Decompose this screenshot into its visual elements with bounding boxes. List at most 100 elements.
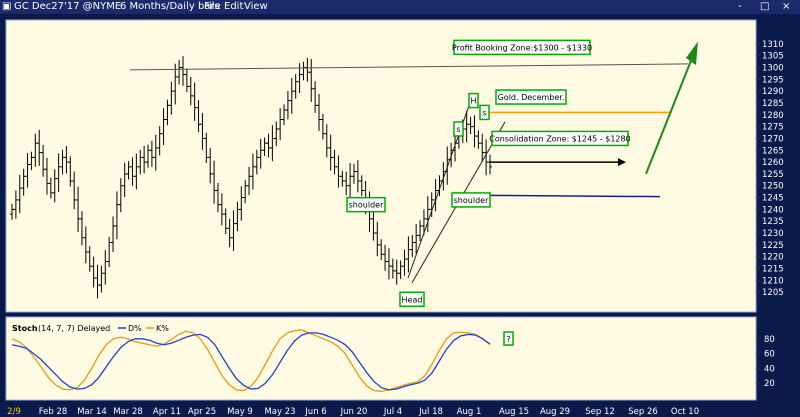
ohlc-bar [309, 58, 314, 103]
stoch-label: Stoch [12, 324, 38, 333]
ohlc-bar [72, 171, 77, 210]
stoch-legend-k: K% [156, 324, 169, 333]
ohlc-bar [192, 82, 197, 121]
ohlc-bar [371, 211, 376, 241]
ohlc-bar [383, 244, 388, 271]
ohlc-bar [111, 216, 116, 252]
price-y-tick-label: 1265 [762, 146, 784, 156]
stoch-panel [5, 316, 757, 401]
close-button[interactable]: × [782, 1, 791, 12]
ohlc-bar [60, 149, 65, 175]
consolidation-label-box [491, 130, 629, 147]
ohlc-bar [468, 116, 473, 135]
ohlc-bar [10, 203, 14, 220]
x-tick-label: May 23 [264, 407, 295, 417]
price-y-tick-label: 1225 [762, 241, 784, 251]
price-y-tick-label: 1205 [762, 288, 784, 298]
ohlc-bar [68, 156, 73, 187]
stoch-y-tick-label: 60 [764, 350, 775, 360]
ohlc-bar [64, 146, 69, 174]
x-tick-label: Feb 28 [39, 407, 68, 417]
ohlc-bar [235, 201, 240, 232]
price-y-tick-label: 1285 [762, 99, 784, 109]
ohlc-bar [375, 221, 380, 257]
ohlc-bar [320, 113, 325, 140]
menu-view[interactable]: View [244, 1, 268, 12]
price-y-tick-label: 1260 [762, 158, 784, 168]
ohlc-bar [332, 149, 337, 175]
maximize-button[interactable]: □ [760, 1, 770, 12]
ohlc-bar [317, 93, 322, 131]
x-tick-label: Jun 6 [304, 407, 326, 417]
ohlc-bar [83, 226, 88, 264]
menu-edit[interactable]: Edit [224, 1, 244, 12]
ohlc-bar [476, 130, 481, 149]
ohlc-bar [44, 157, 49, 195]
ohlc-bar [142, 146, 147, 174]
x-tick-label: Aug 15 [499, 407, 529, 417]
ohlc-bar [386, 248, 391, 280]
price-bars [10, 56, 492, 299]
interval-label: 6 Months/Daily bars [120, 1, 220, 12]
x-tick-label: Sep 12 [585, 407, 615, 417]
ohlc-bar [231, 210, 236, 252]
price-y-tick-label: 1255 [762, 170, 784, 180]
ohlc-bar [157, 126, 162, 156]
ohlc-bar [258, 138, 263, 169]
ohlc-bar [52, 169, 57, 203]
price-panel [5, 19, 757, 313]
ohlc-bar [398, 260, 403, 279]
support-line [469, 194, 661, 198]
ohlc-bar [472, 115, 477, 148]
ohlc-bar [340, 170, 345, 187]
ohlc-bar [87, 246, 92, 272]
x-tick-label: Apr 11 [153, 407, 181, 417]
ohlc-bar [79, 211, 84, 246]
s-right-label-text: s [482, 108, 486, 117]
x-tick-label: Jul 4 [383, 407, 402, 417]
left-shoulder-label-text: shoulder [349, 201, 384, 210]
price-y-tick-label: 1215 [762, 265, 784, 275]
price-y-tick-label: 1280 [762, 111, 784, 121]
ohlc-bar [173, 63, 178, 105]
ohlc-bar [324, 124, 329, 158]
ohlc-bar [289, 77, 294, 114]
minimize-button[interactable]: - [738, 1, 742, 12]
price-y-tick-label: 1210 [762, 276, 784, 286]
h-label: H [468, 92, 479, 109]
ohlc-bar [421, 209, 426, 236]
profit-zone-label-box [453, 39, 591, 56]
ohlc-bar [274, 121, 279, 147]
ohlc-bar [250, 153, 255, 190]
s-right-label: s [479, 104, 490, 121]
price-y-tick-label: 1275 [762, 123, 784, 133]
ohlc-bar [91, 256, 96, 288]
ohlc-bar [165, 99, 170, 126]
ohlc-bar [134, 153, 139, 190]
question-label: ? [503, 331, 514, 346]
menu-file[interactable]: File [204, 1, 221, 12]
ohlc-bar [13, 190, 18, 219]
ohlc-bar [379, 239, 384, 261]
ohlc-bar [344, 171, 349, 196]
h-label-box [468, 92, 479, 109]
profit-zone-label-text: Profit Booking Zone:$1300 - $1330 [452, 43, 592, 52]
price-y-tick-label: 1245 [762, 194, 784, 204]
ohlc-bar [484, 139, 489, 176]
consolidation-label: Consolidation Zone: $1245 - $1280 [489, 130, 631, 147]
ohlc-bar [390, 258, 395, 279]
price-y-tick-label: 1235 [762, 217, 784, 227]
ohlc-bar [429, 192, 434, 217]
price-y-tick-label: 1295 [762, 75, 784, 85]
consolidation-label-text: Consolidation Zone: $1245 - $1280 [489, 134, 630, 143]
ohlc-bar [301, 61, 306, 81]
stoch-y-axis: 20 40 60 80 [756, 335, 775, 389]
x-tick-label: Jul 18 [418, 407, 443, 417]
head-label-box [399, 291, 425, 308]
ohlc-bar [41, 145, 46, 177]
window-menu-icon[interactable]: ▣ [2, 1, 12, 12]
ohlc-bar [480, 133, 485, 163]
ohlc-bar [351, 163, 356, 184]
ohlc-bar [153, 134, 158, 171]
